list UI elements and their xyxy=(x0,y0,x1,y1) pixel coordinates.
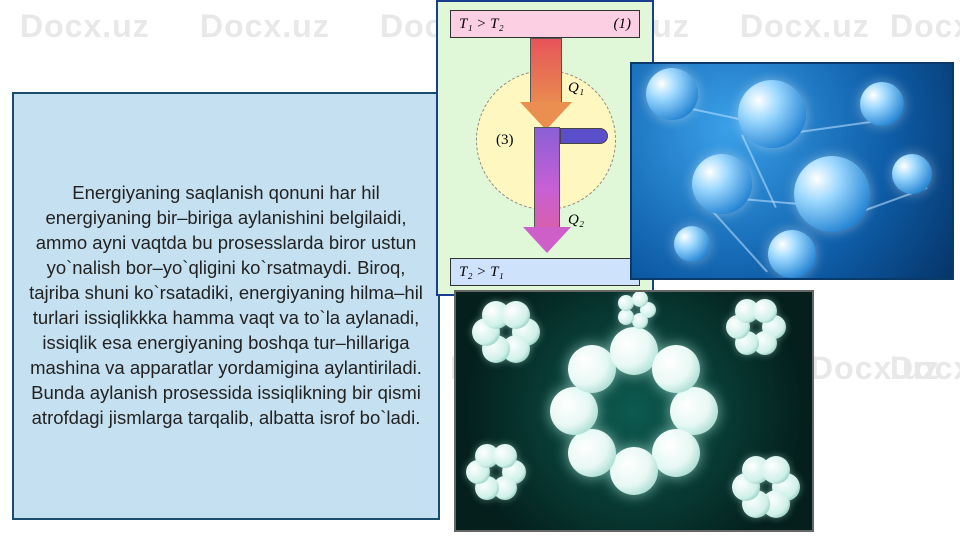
fractal-sphere xyxy=(568,429,616,477)
diagram-cycle-label: (3) xyxy=(496,132,514,149)
fractal-sphere xyxy=(610,447,658,495)
molecule-atom xyxy=(768,230,816,278)
diagram-cold-reservoir: T₂ > T₁ xyxy=(450,258,640,286)
molecule-atom xyxy=(646,68,698,120)
hot-reservoir-temp: T₁ > T₂ xyxy=(459,16,504,33)
watermark-text: Docx.uz xyxy=(740,8,870,45)
fractal-sphere xyxy=(652,345,700,393)
fractal-sphere xyxy=(610,327,658,375)
watermark-text: Docx.uz xyxy=(20,8,150,45)
watermark-text: Docx.uz xyxy=(200,8,330,45)
fractal-sphere xyxy=(652,429,700,477)
hot-reservoir-label: (1) xyxy=(614,16,632,33)
molecule-atom xyxy=(738,80,806,148)
diagram-hot-reservoir: T₁ > T₂ (1) xyxy=(450,10,640,38)
fractal-small-sphere xyxy=(632,313,648,329)
molecule-lattice-image xyxy=(630,62,954,280)
q1-label: Q₁ xyxy=(568,80,584,97)
fractal-sphere xyxy=(550,387,598,435)
watermark-text: Docx.uz xyxy=(810,350,940,387)
energy-conservation-textbox: Energiyaning saqlanish qonuni har hil en… xyxy=(12,92,440,520)
fractal-small-sphere xyxy=(632,291,648,307)
molecule-atom xyxy=(794,156,870,232)
molecule-atom xyxy=(892,154,932,194)
molecule-atom xyxy=(692,154,752,214)
fractal-small-sphere xyxy=(502,301,530,329)
molecule-atom xyxy=(860,82,904,126)
thermodynamic-diagram: T₁ > T₂ (1) (3) Q₁ Q₂ T₂ > T₁ xyxy=(436,0,654,296)
work-output-connector xyxy=(560,128,608,144)
q2-label: Q₂ xyxy=(568,212,584,229)
fractal-sphere xyxy=(568,345,616,393)
heat-input-arrow xyxy=(530,38,562,128)
watermark-text: Docx.uz xyxy=(890,350,960,387)
energy-conservation-paragraph: Energiyaning saqlanish qonuni har hil en… xyxy=(28,181,424,431)
molecule-atom xyxy=(674,226,710,262)
fractal-small-sphere xyxy=(762,456,790,484)
fractal-sphere xyxy=(670,387,718,435)
fractal-spheres-image xyxy=(454,290,814,532)
watermark-text: Docx.uz xyxy=(890,8,960,45)
molecule-bond xyxy=(706,204,768,272)
cold-reservoir-temp: T₂ > T₁ xyxy=(459,264,504,281)
fractal-main-ring xyxy=(554,331,714,491)
heat-output-arrow xyxy=(534,127,560,257)
